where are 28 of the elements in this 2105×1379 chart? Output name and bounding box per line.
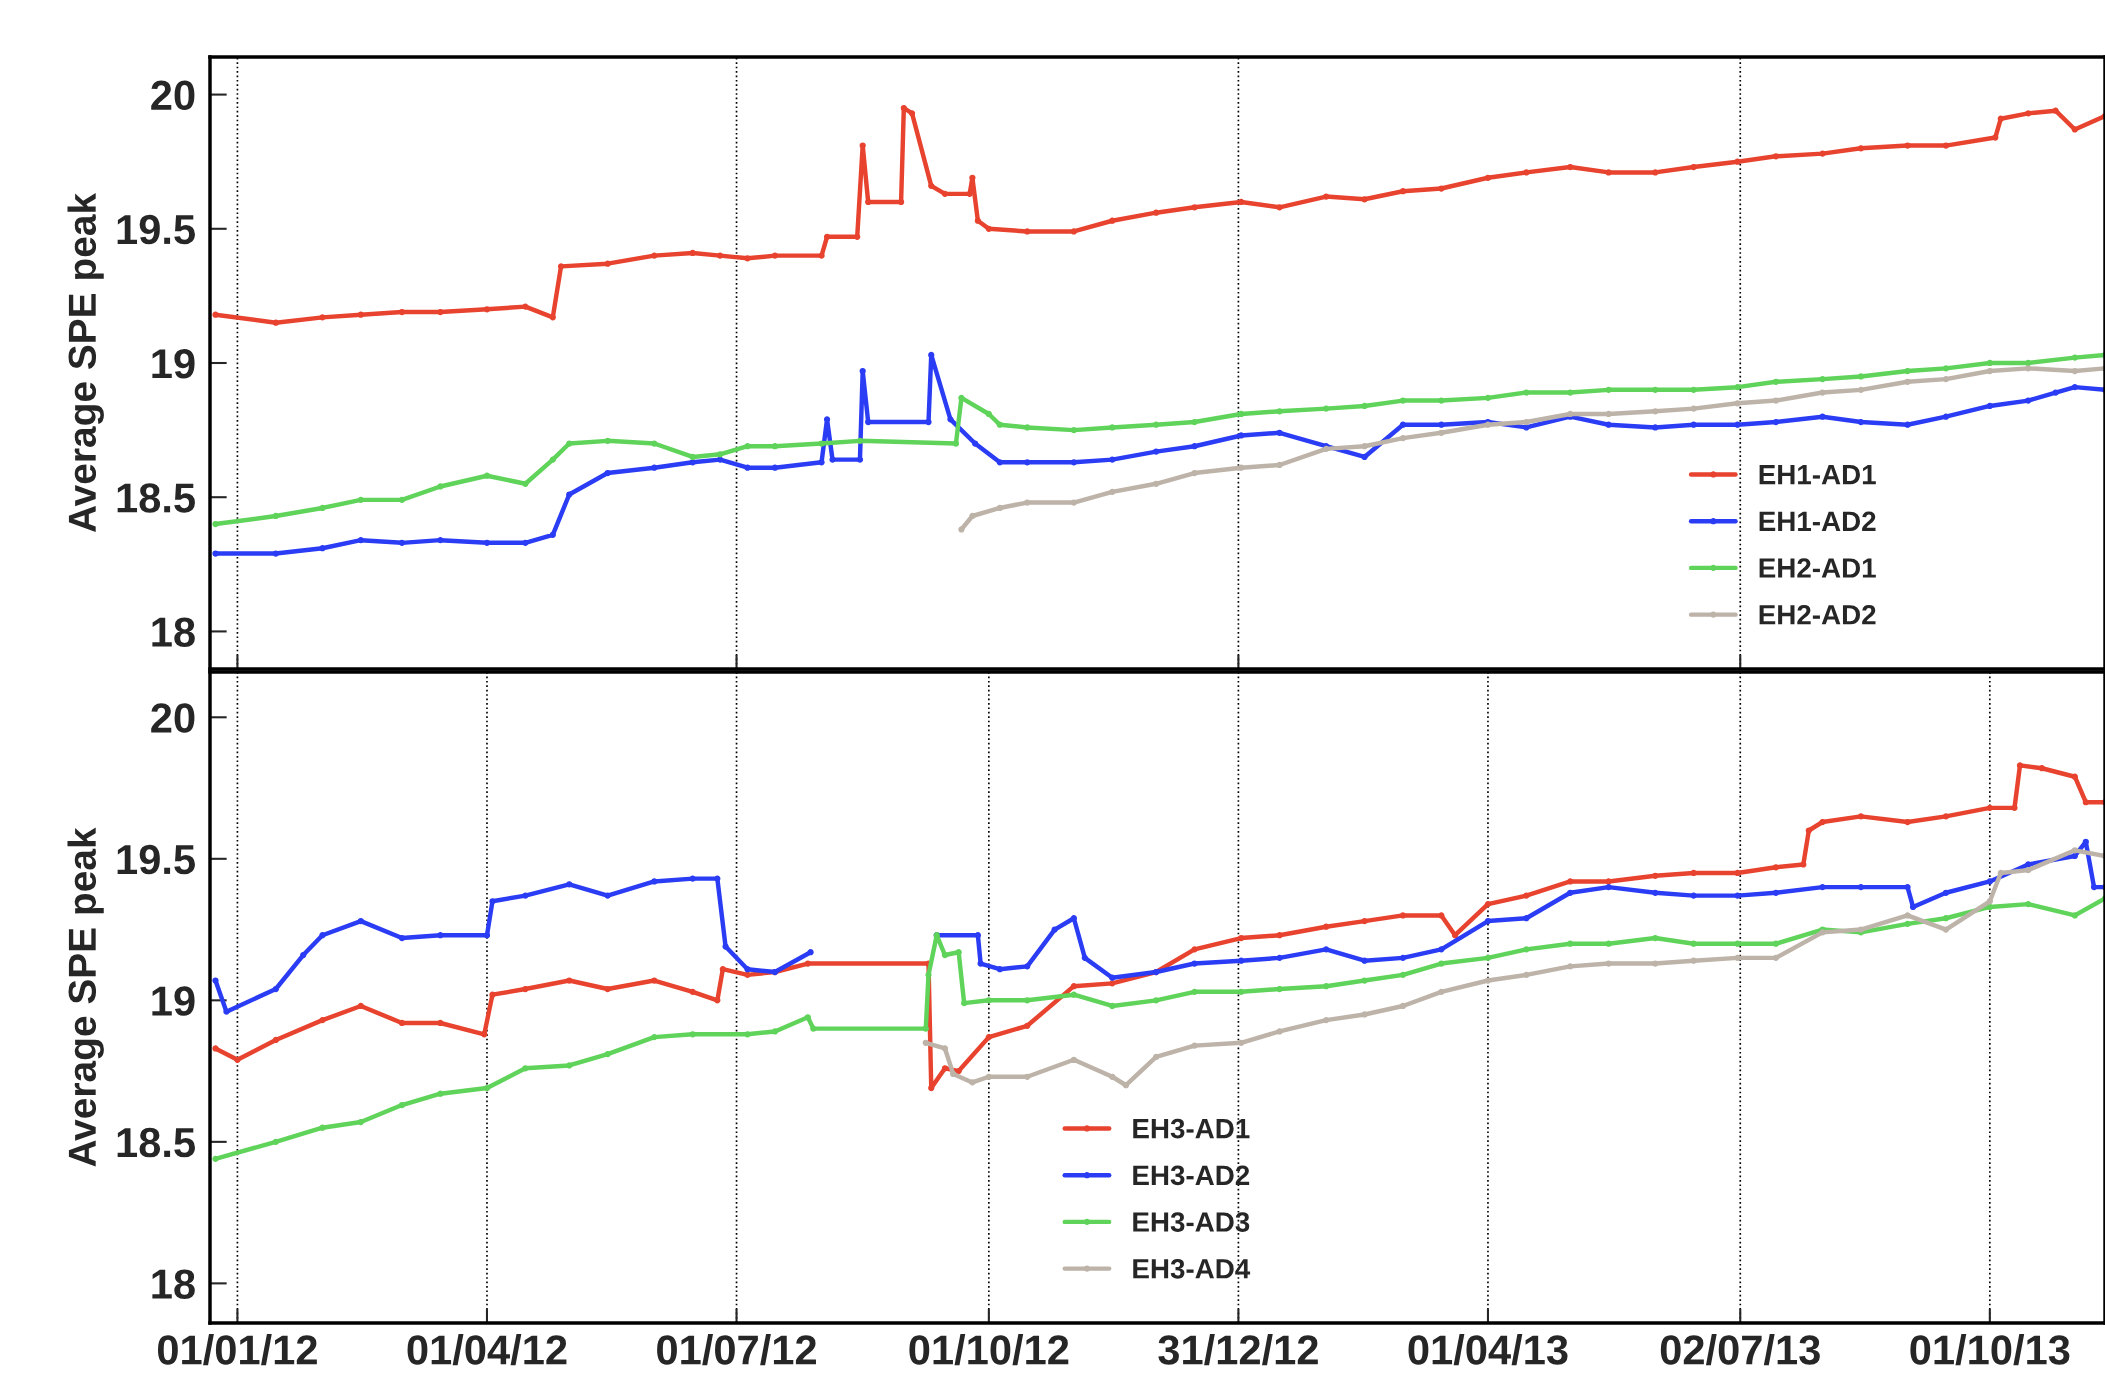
x-tick-label: 31/12/12 — [1158, 1334, 1318, 1366]
x-tick-label: 01/04/13 — [1408, 1334, 1568, 1366]
y-axis-title: Average SPE peak — [67, 192, 104, 533]
x-tick-label: 01/04/12 — [407, 1334, 567, 1366]
y-tick-label: 20 — [151, 703, 195, 733]
legend-label: EH1-AD2 — [1759, 511, 1876, 531]
legend-label: EH2-AD1 — [1759, 558, 1876, 578]
x-tick-label: 01/01/12 — [157, 1334, 317, 1366]
y-tick-label: 18 — [152, 617, 195, 647]
x-tick-label: 01/07/12 — [657, 1334, 816, 1366]
y-tick-label: 18 — [152, 1269, 195, 1299]
y-axis-title: Average SPE peak — [67, 827, 104, 1167]
x-tick-label: 01/10/12 — [909, 1334, 1069, 1366]
y-tick-label: 19 — [152, 349, 195, 379]
y-tick-label: 19.5 — [117, 214, 195, 245]
x-tick-label: 01/10/13 — [1910, 1334, 2070, 1366]
y-tick-label: 18.5 — [117, 1127, 195, 1158]
y-tick-label: 19 — [152, 986, 195, 1016]
y-tick-label: 18.5 — [117, 483, 195, 513]
y-tick-label: 19.5 — [117, 844, 195, 875]
x-tick-label: 02/07/13 — [1660, 1334, 1820, 1366]
legend-label: EH3-AD1 — [1133, 1118, 1250, 1139]
legend-label: EH3-AD3 — [1133, 1212, 1250, 1232]
legend-label: EH2-AD2 — [1759, 604, 1876, 625]
legend-label: EH3-AD4 — [1133, 1258, 1251, 1279]
legend-label: EH3-AD2 — [1133, 1165, 1250, 1186]
legend-label: EH1-AD1 — [1759, 465, 1876, 485]
y-tick-label: 20 — [151, 80, 195, 111]
